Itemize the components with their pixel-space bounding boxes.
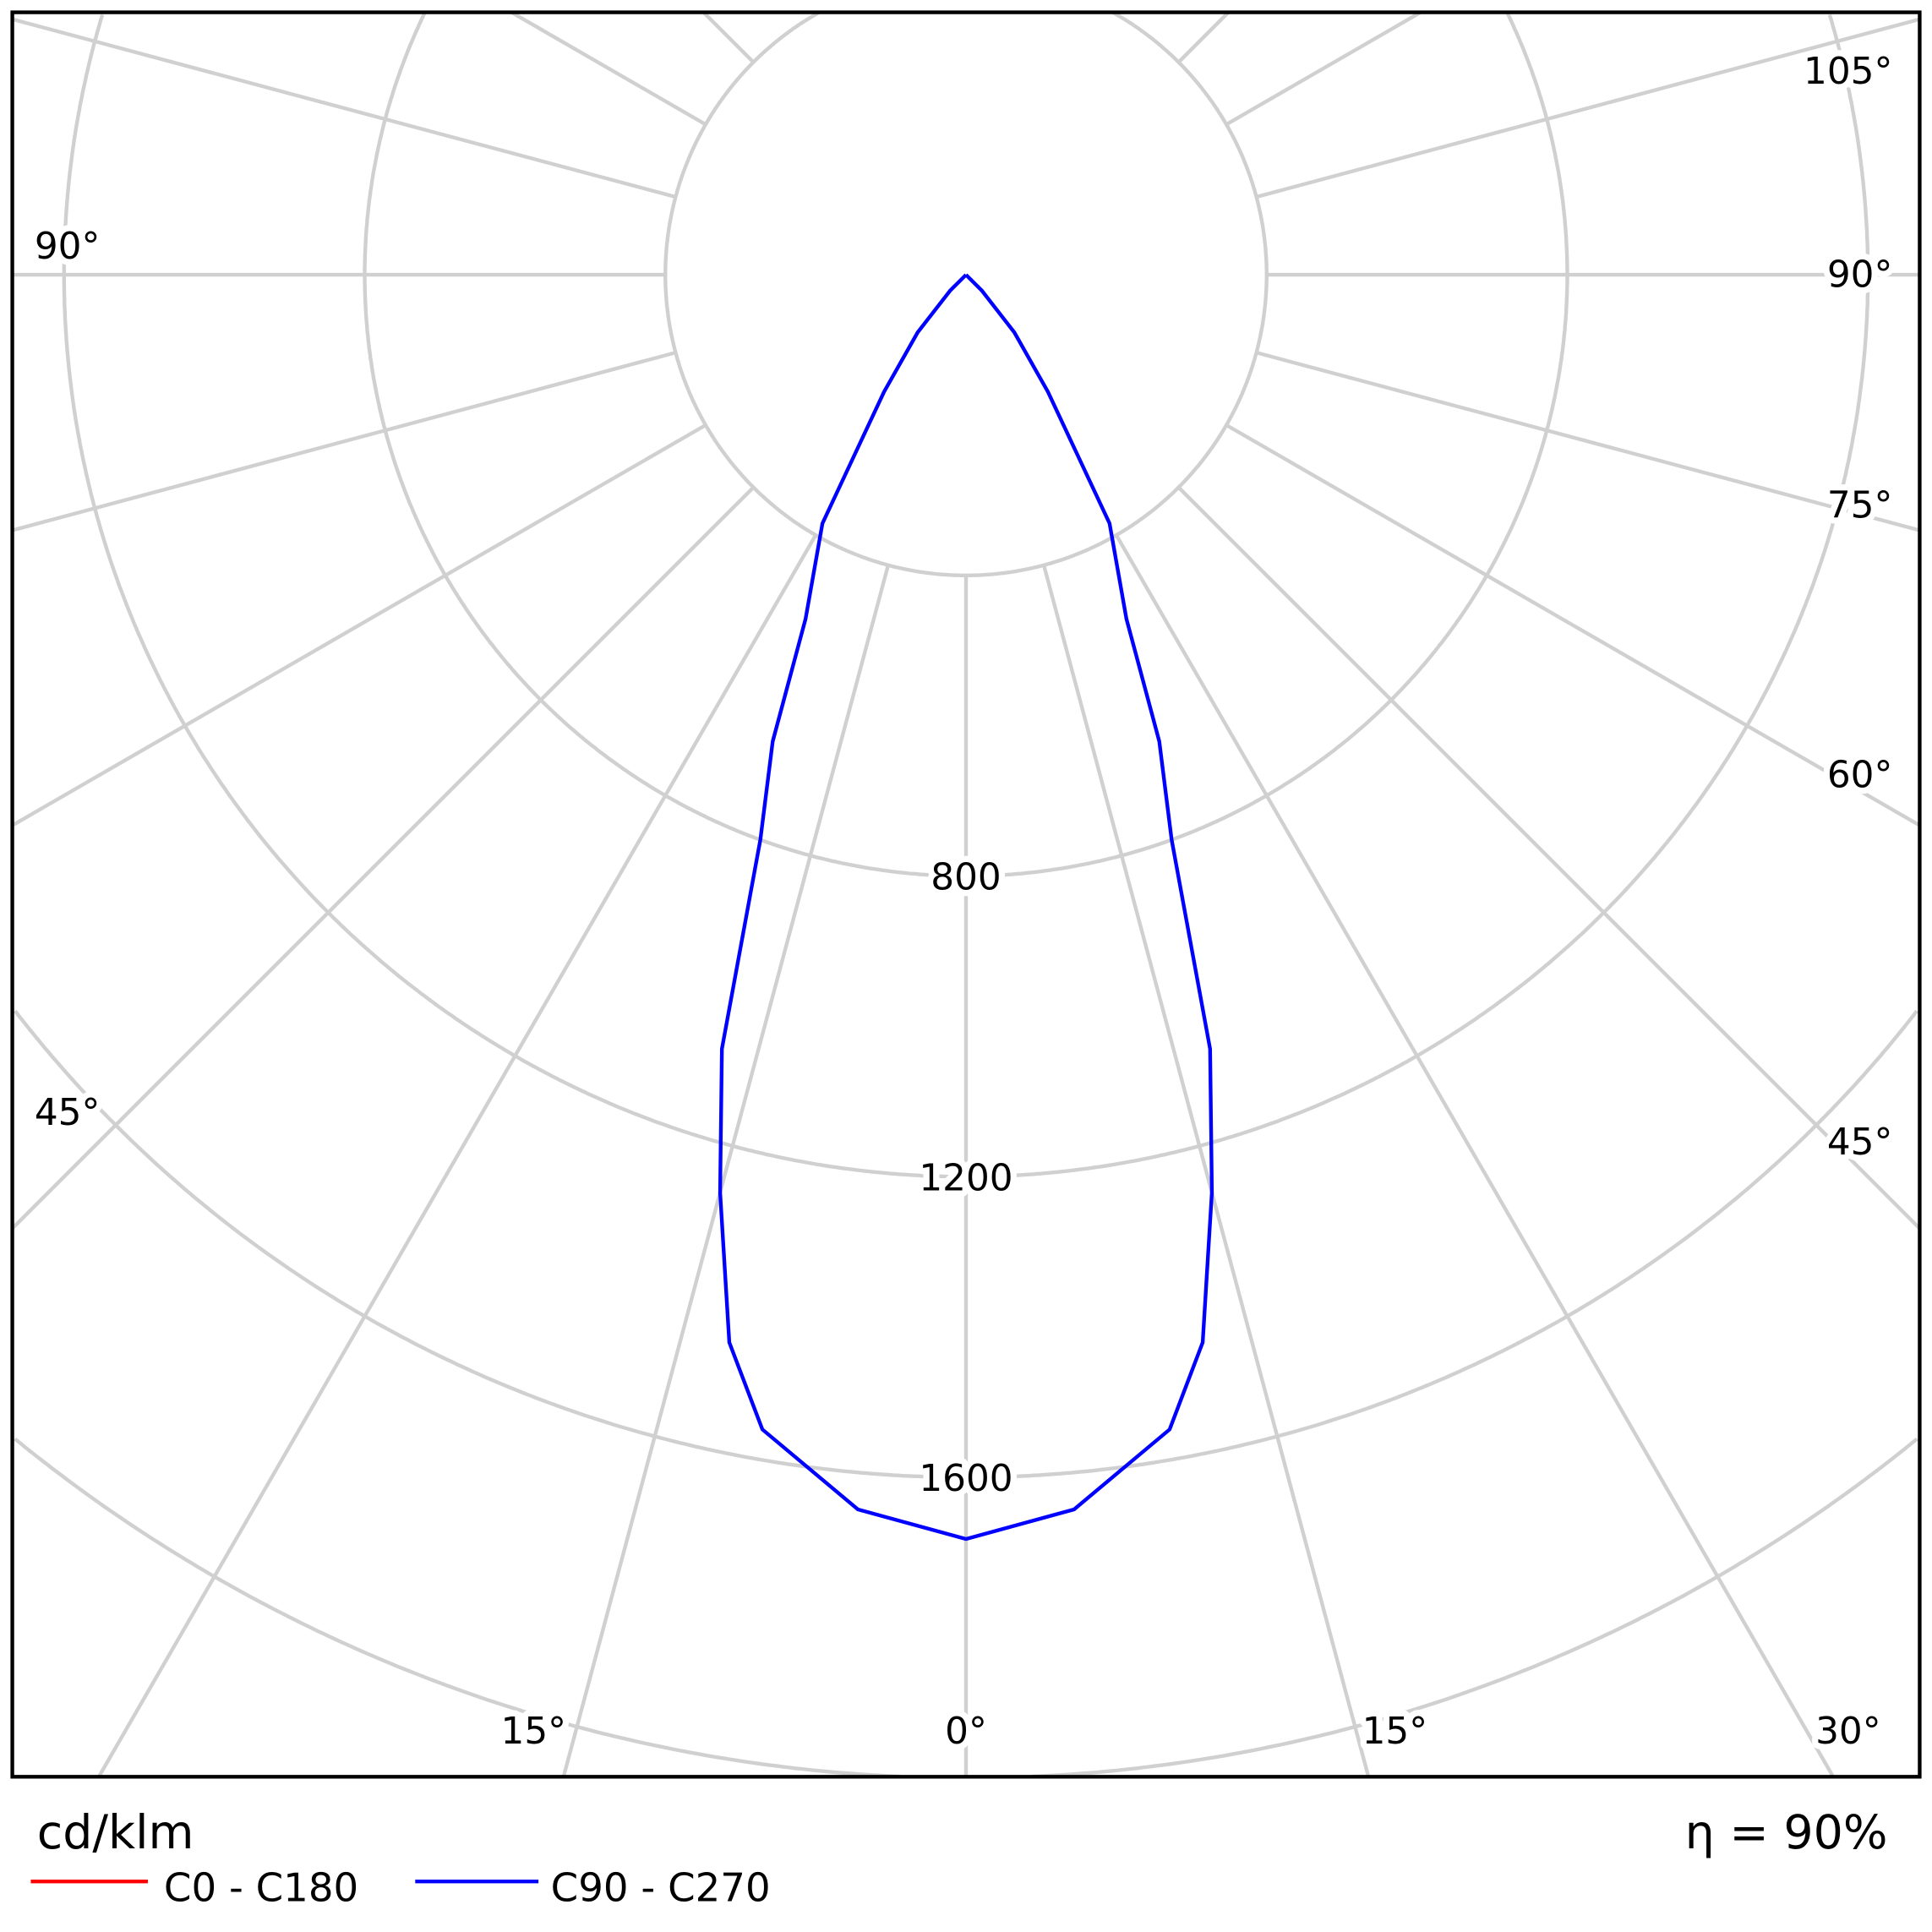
grid-spoke — [1225, 423, 1921, 827]
legend-label-c90: C90 - C270 — [551, 1866, 771, 1912]
angle-label: 15° — [1362, 1710, 1427, 1753]
plot-frame — [10, 10, 1922, 1779]
unit-label: cd/klm — [37, 1806, 194, 1860]
grid-spoke — [510, 10, 707, 127]
grid-spoke — [701, 11, 756, 64]
angle-label: 75° — [1827, 483, 1893, 527]
angle-label: 30° — [1815, 1710, 1881, 1753]
grid-spoke — [11, 486, 756, 1231]
radial-tick-label: 800 — [931, 856, 1001, 899]
grid-spoke — [1114, 534, 1835, 1778]
labels: 800 1200 1600 15° 0° 15° 30° 45° 60° 75° 90° 105° 45… — [29, 44, 1899, 1759]
grid-spoke — [1176, 11, 1231, 64]
grid-spoke — [561, 565, 891, 1777]
legend-label-c0: C0 - C180 — [164, 1866, 358, 1912]
angle-label: 90° — [35, 225, 101, 268]
angle-label: 45° — [1827, 1121, 1893, 1164]
grid-spoke — [1256, 17, 1920, 199]
angle-label: 60° — [1827, 754, 1893, 797]
grid-spoke — [1176, 486, 1921, 1231]
grid-ring — [14, 1437, 901, 1779]
polar-grid — [11, 10, 1921, 1779]
angle-label: 0° — [945, 1710, 987, 1753]
angle-label: 45° — [35, 1091, 101, 1134]
grid-spoke — [1041, 565, 1371, 1777]
grid-ring — [62, 14, 966, 1179]
grid-spoke — [97, 534, 818, 1778]
angle-label: 90° — [1827, 254, 1893, 297]
grid-spoke — [1256, 351, 1920, 532]
grid-spoke — [12, 17, 676, 199]
grid-ring — [1031, 1437, 1918, 1779]
angle-label: 15° — [501, 1710, 567, 1753]
grid-ring — [663, 10, 966, 578]
grid-ring — [966, 13, 1569, 878]
grid-ring — [966, 1009, 1918, 1480]
grid-spoke — [12, 351, 676, 532]
grid-ring — [966, 10, 1269, 578]
curves — [718, 273, 1214, 1542]
grid-ring — [14, 1009, 966, 1480]
efficiency-label: η = 90% — [1685, 1806, 1888, 1860]
grid-ring — [966, 14, 1870, 1179]
angle-label: 105° — [1804, 50, 1892, 93]
grid-spoke — [1225, 10, 1422, 127]
radial-tick-label: 1200 — [919, 1156, 1012, 1199]
radial-tick-label: 1600 — [919, 1457, 1012, 1500]
grid-ring — [363, 13, 966, 878]
grid-spoke — [11, 423, 707, 827]
series-line-1 — [718, 273, 1214, 1542]
